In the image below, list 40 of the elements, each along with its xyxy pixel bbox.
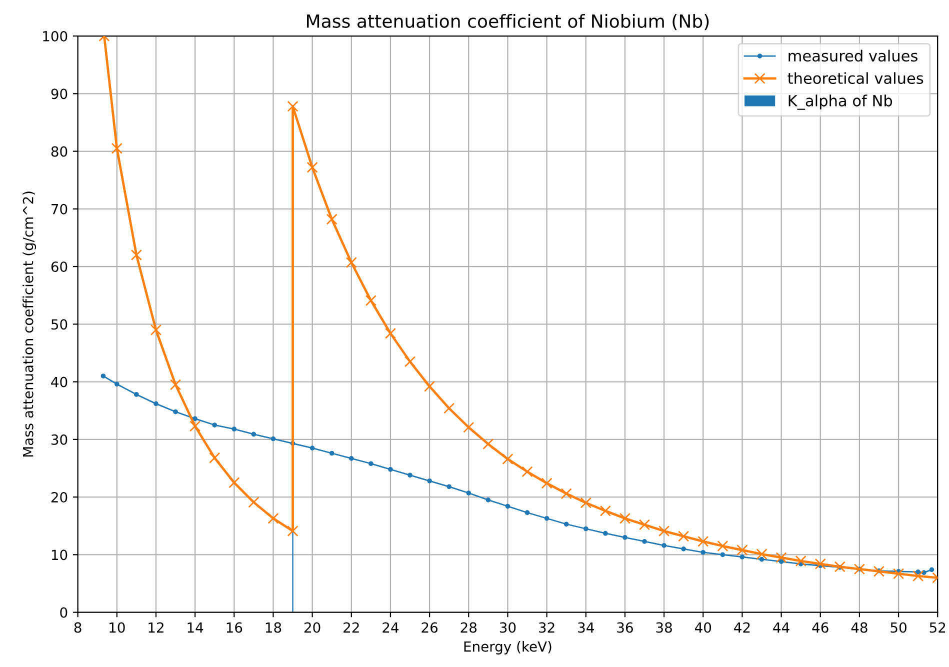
chart-title: Mass attenuation coefficient of Niobium (Nb) [307, 14, 709, 30]
x-tick-label: 14 [188, 622, 204, 633]
legend-label: K_alpha of Nb [788, 94, 892, 110]
x-tick-label: 48 [851, 622, 868, 633]
x-tick-label: 38 [656, 622, 672, 633]
y-tick-label: 30 [51, 434, 68, 445]
x-tick-label: 16 [226, 622, 242, 633]
y-tick-label: 50 [51, 319, 68, 330]
y-tick-label: 40 [51, 376, 68, 388]
x-tick-label: 42 [734, 622, 750, 633]
x-tick-label: 24 [382, 622, 399, 633]
y-tick-label: 10 [52, 550, 68, 560]
x-tick-label: 40 [694, 622, 712, 633]
x-tick-label: 36 [617, 622, 633, 633]
x-tick-label: 18 [266, 622, 282, 633]
x-tick-label: 10 [110, 622, 125, 633]
x-tick-label: 22 [344, 622, 359, 633]
x-tick-label: 52 [930, 622, 946, 633]
y-tick-label: 90 [51, 88, 68, 100]
y-tick-label: 70 [52, 204, 68, 214]
legend-label: theoretical values [788, 72, 924, 84]
y-tick-label: 100 [43, 30, 68, 42]
legend-label: measured values [788, 50, 918, 62]
y-tick-label: 0 [60, 607, 68, 618]
y-axis-title: Mass attenuation coefficient (g/cm^2) [22, 192, 36, 457]
x-axis-title: Energy (keV) [464, 641, 552, 654]
x-tick-label: 50 [890, 622, 906, 633]
x-tick-label: 30 [500, 622, 516, 633]
y-tick-label: 20 [51, 492, 68, 503]
x-tick-label: 32 [539, 622, 554, 633]
x-tick-label: 26 [422, 622, 438, 633]
x-tick-label: 28 [460, 622, 477, 633]
y-tick-label: 80 [51, 146, 68, 157]
y-tick-label: 60 [51, 262, 68, 272]
x-tick-label: 34 [578, 622, 594, 633]
x-tick-label: 20 [304, 622, 320, 633]
x-tick-label: 44 [773, 622, 790, 633]
x-tick-label: 8 [74, 622, 82, 633]
x-tick-label: 12 [148, 622, 164, 633]
x-tick-label: 46 [812, 622, 828, 633]
